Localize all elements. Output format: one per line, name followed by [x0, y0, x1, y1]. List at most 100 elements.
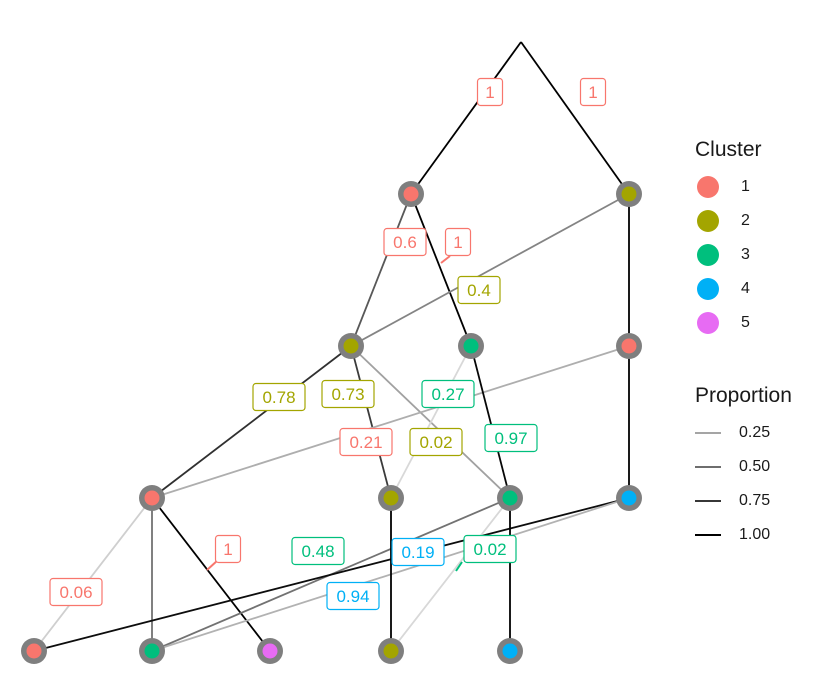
cluster-legend-swatch: [697, 244, 719, 266]
edge-label: 0.4: [457, 275, 501, 305]
tree-edge: [410, 193, 472, 347]
cluster-legend-swatch: [697, 176, 719, 198]
edge-label: 1: [579, 77, 607, 107]
cluster-legend-item: 3: [695, 238, 762, 272]
edge-label: 0.06: [49, 577, 103, 607]
edge-label: 0.02: [409, 427, 463, 457]
proportion-legend-item: 0.50: [695, 450, 792, 484]
cluster-legend: Cluster 1 2 3 4 5: [695, 138, 762, 340]
proportion-legend-item: 1.00: [695, 518, 792, 552]
tree-edge: [470, 345, 511, 499]
edge-label: 0.78: [252, 382, 306, 412]
edge-label-box: [457, 275, 501, 305]
edge-label-box: [49, 577, 103, 607]
tree-edges: [33, 41, 630, 652]
edge-label-text: 1: [223, 540, 232, 559]
cluster-legend-swatch: [697, 278, 719, 300]
edge-label: 0.48: [291, 536, 345, 566]
edge-label-box: [339, 427, 393, 457]
tree-edge: [33, 497, 153, 652]
proportion-legend-item: 0.25: [695, 416, 792, 450]
cluster-node: [621, 186, 637, 202]
edge-label-box: [391, 537, 445, 567]
cluster-node: [502, 490, 518, 506]
edge-label: 0.94: [326, 581, 380, 611]
tree-edge: [390, 497, 511, 652]
edge-label: 0.27: [421, 379, 475, 409]
edge-label: 0.19: [391, 537, 445, 567]
edge-label-box: [383, 227, 427, 257]
edge-label: 1: [214, 534, 242, 564]
tree-edge: [520, 41, 630, 195]
edge-label-box: [291, 536, 345, 566]
tree-edge: [33, 497, 630, 652]
cluster-legend-swatch: [697, 210, 719, 232]
edge-label: 1: [476, 77, 504, 107]
edge-label-text: 0.27: [431, 385, 464, 404]
proportion-legend-swatch: [695, 534, 721, 536]
edge-label: 0.21: [339, 427, 393, 457]
cluster-legend-item: 1: [695, 170, 762, 204]
cluster-legend-item: 4: [695, 272, 762, 306]
edge-label-leader: [455, 561, 463, 572]
tree-edge: [410, 41, 522, 195]
edge-labels: 1 1 0.6 1 0.4 0.78 0.73 0.27 0.21 0.02 0.97 0.06 1 0.…: [49, 77, 607, 611]
proportion-legend-swatch: [695, 466, 721, 468]
edge-label-text: 0.97: [494, 429, 527, 448]
cluster-node: [621, 490, 637, 506]
cluster-node: [144, 490, 160, 506]
edge-label-text: 1: [453, 233, 462, 252]
proportion-legend-label: 0.50: [739, 458, 771, 475]
edge-label-text: 0.06: [59, 583, 92, 602]
edge-label-box: [463, 534, 517, 564]
tree-edge: [350, 193, 630, 347]
edge-label-text: 0.94: [336, 587, 369, 606]
edge-label-box: [326, 581, 380, 611]
edge-label: 0.97: [484, 423, 538, 453]
cluster-node: [502, 643, 518, 659]
proportion-legend-items: 0.25 0.50 0.75 1.00: [695, 416, 792, 552]
cluster-legend-label: 1: [741, 178, 750, 195]
proportion-legend-title: Proportion: [695, 384, 792, 407]
edge-label-box: [444, 227, 472, 257]
cluster-legend-label: 3: [741, 246, 750, 263]
cluster-node: [621, 338, 637, 354]
proportion-legend-label: 0.75: [739, 492, 771, 509]
cluster-legend-items: 1 2 3 4 5: [695, 170, 762, 340]
proportion-legend-item: 0.75: [695, 484, 792, 518]
proportion-legend-swatch: [695, 432, 721, 434]
edge-label-text: 0.19: [401, 543, 434, 562]
edge-label-text: 0.78: [262, 388, 295, 407]
edge-label: 1: [444, 227, 472, 257]
edge-label: 0.6: [383, 227, 427, 257]
edge-label-box: [252, 382, 306, 412]
tree-edge: [390, 345, 472, 499]
edge-label-text: 0.73: [331, 385, 364, 404]
cluster-legend-title: Cluster: [695, 138, 762, 161]
edge-label-box: [484, 423, 538, 453]
cluster-node: [343, 338, 359, 354]
cluster-legend-swatch: [697, 312, 719, 334]
edge-label-text: 0.02: [419, 433, 452, 452]
edge-label-box: [409, 427, 463, 457]
proportion-legend-swatch: [695, 500, 721, 502]
cluster-node: [463, 338, 479, 354]
edge-label-box: [421, 379, 475, 409]
edge-label: 0.02: [463, 534, 517, 564]
edge-label: 0.73: [321, 379, 375, 409]
cluster-node: [144, 643, 160, 659]
cluster-legend-label: 2: [741, 212, 750, 229]
cluster-tree-diagram: 1 1 0.6 1 0.4 0.78 0.73 0.27 0.21 0.02 0.97 0.06 1 0.…: [21, 41, 642, 664]
cluster-node: [403, 186, 419, 202]
cluster-legend-item: 5: [695, 306, 762, 340]
tree-nodes: [21, 181, 642, 664]
edge-label-text: 1: [485, 83, 494, 102]
edge-label-box: [321, 379, 375, 409]
tree-edge: [350, 345, 392, 499]
edge-label-text: 0.21: [349, 433, 382, 452]
cluster-legend-label: 4: [741, 280, 750, 297]
tree-edge: [151, 345, 630, 499]
edge-label-text: 0.48: [301, 542, 334, 561]
edge-label-box: [476, 77, 504, 107]
edge-label-text: 1: [588, 83, 597, 102]
